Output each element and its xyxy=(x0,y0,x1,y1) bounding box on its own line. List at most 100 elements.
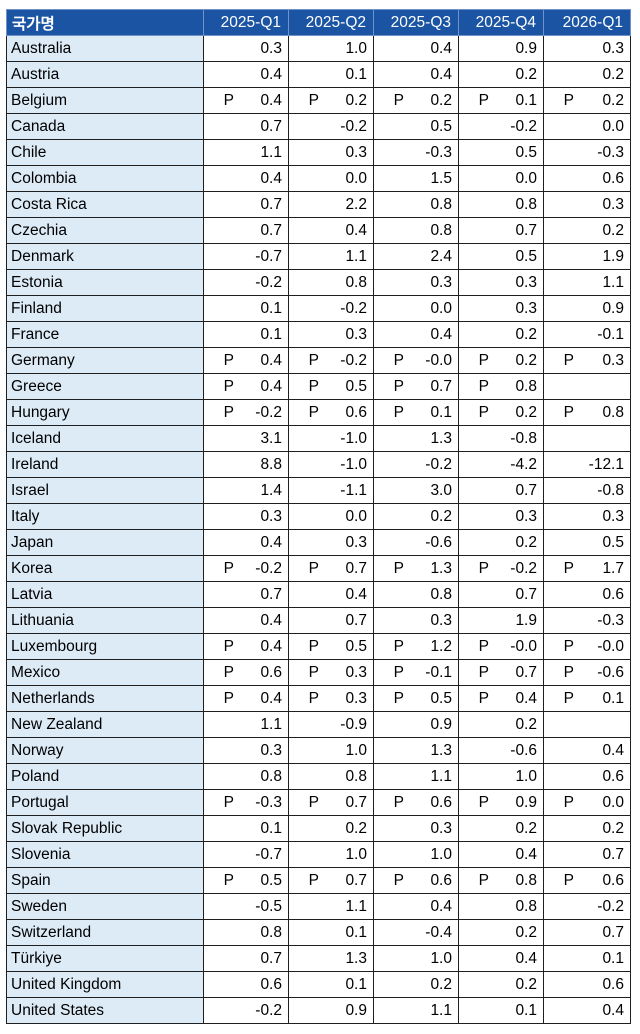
country-name: Iceland xyxy=(6,425,204,452)
growth-value: 0.2 xyxy=(515,351,537,369)
table-row: Mexico P 0.6 P 0.3 P -0.1 P 0.7 P -0.6 xyxy=(6,659,631,686)
growth-value: -0.6 xyxy=(510,741,537,759)
value-cell: -1.1 xyxy=(288,477,374,504)
country-name: Slovenia xyxy=(6,841,204,868)
value-cell: P -0.0 xyxy=(458,633,544,660)
table-row: Canada 0.7 -0.2 0.5 -0.2 0.0 xyxy=(6,113,631,140)
country-name: Mexico xyxy=(6,659,204,686)
growth-value: 1.0 xyxy=(430,845,452,863)
preliminary-flag: P xyxy=(393,793,404,811)
value-cell: 1.1 xyxy=(373,763,459,790)
growth-value: 0.4 xyxy=(430,39,452,57)
growth-value: 0.3 xyxy=(345,143,367,161)
value-cell: 3.1 xyxy=(203,425,289,452)
value-cell: P -0.2 xyxy=(203,399,289,426)
value-cell: 0.4 xyxy=(288,217,374,244)
country-name: Colombia xyxy=(6,165,204,192)
growth-value: 0.7 xyxy=(260,949,282,967)
value-cell: 0.8 xyxy=(203,763,289,790)
value-cell: P 0.6 xyxy=(288,399,374,426)
country-name: United States xyxy=(6,997,204,1024)
growth-value: 0.8 xyxy=(515,871,537,889)
growth-value: 0.8 xyxy=(515,897,537,915)
value-cell: 1.3 xyxy=(373,425,459,452)
value-cell: -0.9 xyxy=(288,711,374,738)
table-row: New Zealand 1.1 -0.9 0.9 0.2 xyxy=(6,711,631,738)
value-cell: 1.1 xyxy=(288,893,374,920)
growth-value: 0.3 xyxy=(345,325,367,343)
preliminary-flag: P xyxy=(478,663,489,681)
growth-value: 0.4 xyxy=(602,1001,624,1019)
country-name: Israel xyxy=(6,477,204,504)
growth-value: 0.4 xyxy=(515,689,537,707)
value-cell: 0.4 xyxy=(203,529,289,556)
growth-value: 2.4 xyxy=(430,247,452,265)
table-row: Finland 0.1 -0.2 0.0 0.3 0.9 xyxy=(6,295,631,322)
growth-value: 0.6 xyxy=(602,767,624,785)
growth-value: 1.0 xyxy=(430,949,452,967)
preliminary-flag: P xyxy=(563,559,574,577)
table-row: Norway 0.3 1.0 1.3 -0.6 0.4 xyxy=(6,737,631,764)
country-name: Greece xyxy=(6,373,204,400)
value-cell xyxy=(543,425,631,452)
value-cell: P 0.5 xyxy=(288,633,374,660)
value-cell: 0.0 xyxy=(373,295,459,322)
country-name: Netherlands xyxy=(6,685,204,712)
value-cell: P 0.4 xyxy=(203,685,289,712)
growth-value: -0.7 xyxy=(255,845,282,863)
table-row: United States -0.2 0.9 1.1 0.1 0.4 xyxy=(6,997,631,1024)
value-cell: 0.4 xyxy=(203,607,289,634)
growth-value: -0.1 xyxy=(425,663,452,681)
preliminary-flag: P xyxy=(393,663,404,681)
growth-value: 0.5 xyxy=(515,247,537,265)
growth-value: -0.3 xyxy=(255,793,282,811)
value-cell: 1.0 xyxy=(288,737,374,764)
value-cell: 0.6 xyxy=(543,165,631,192)
value-cell: 1.0 xyxy=(288,841,374,868)
table-row: Netherlands P 0.4 P 0.3 P 0.5 P 0.4 P 0.1 xyxy=(6,685,631,712)
value-cell: P 0.8 xyxy=(458,867,544,894)
table-body: Australia 0.3 1.0 0.4 0.9 0.3 Austria 0.4 0.1 0.4… xyxy=(6,35,631,1024)
growth-value: 0.6 xyxy=(345,403,367,421)
value-cell: P 0.2 xyxy=(458,399,544,426)
value-cell: -0.7 xyxy=(203,243,289,270)
country-name: Finland xyxy=(6,295,204,322)
table-row: Austria 0.4 0.1 0.4 0.2 0.2 xyxy=(6,61,631,88)
value-cell: 0.7 xyxy=(203,945,289,972)
growth-value: 0.7 xyxy=(515,221,537,239)
growth-value: 0.9 xyxy=(430,715,452,733)
country-name: Latvia xyxy=(6,581,204,608)
value-cell: P 0.6 xyxy=(543,867,631,894)
preliminary-flag: P xyxy=(563,663,574,681)
preliminary-flag: P xyxy=(478,377,489,395)
growth-value: 0.5 xyxy=(345,637,367,655)
value-cell: 3.0 xyxy=(373,477,459,504)
growth-value: 0.8 xyxy=(430,221,452,239)
value-cell: -0.2 xyxy=(288,295,374,322)
growth-value: 0.5 xyxy=(515,143,537,161)
growth-value: -0.8 xyxy=(597,481,624,499)
value-cell: P 0.1 xyxy=(543,685,631,712)
growth-value: 0.3 xyxy=(430,819,452,837)
preliminary-flag: P xyxy=(563,91,574,109)
table-row: Spain P 0.5 P 0.7 P 0.6 P 0.8 P 0.6 xyxy=(6,867,631,894)
preliminary-flag: P xyxy=(393,91,404,109)
value-cell: 1.1 xyxy=(203,139,289,166)
table-row: Slovenia -0.7 1.0 1.0 0.4 0.7 xyxy=(6,841,631,868)
growth-value: 0.4 xyxy=(430,897,452,915)
growth-value: 0.7 xyxy=(345,871,367,889)
growth-value: 0.6 xyxy=(602,585,624,603)
preliminary-flag: P xyxy=(223,559,234,577)
growth-value: 0.7 xyxy=(602,923,624,941)
growth-value: 0.4 xyxy=(345,585,367,603)
growth-value: 0.5 xyxy=(345,377,367,395)
preliminary-flag: P xyxy=(308,351,319,369)
growth-value: 0.4 xyxy=(260,65,282,83)
growth-value: -1.1 xyxy=(340,481,367,499)
value-cell: P 0.3 xyxy=(543,347,631,374)
growth-value: 0.6 xyxy=(260,975,282,993)
growth-value: -0.2 xyxy=(425,455,452,473)
value-cell: -0.3 xyxy=(543,607,631,634)
value-cell: P 0.0 xyxy=(543,789,631,816)
value-cell: -0.5 xyxy=(203,893,289,920)
